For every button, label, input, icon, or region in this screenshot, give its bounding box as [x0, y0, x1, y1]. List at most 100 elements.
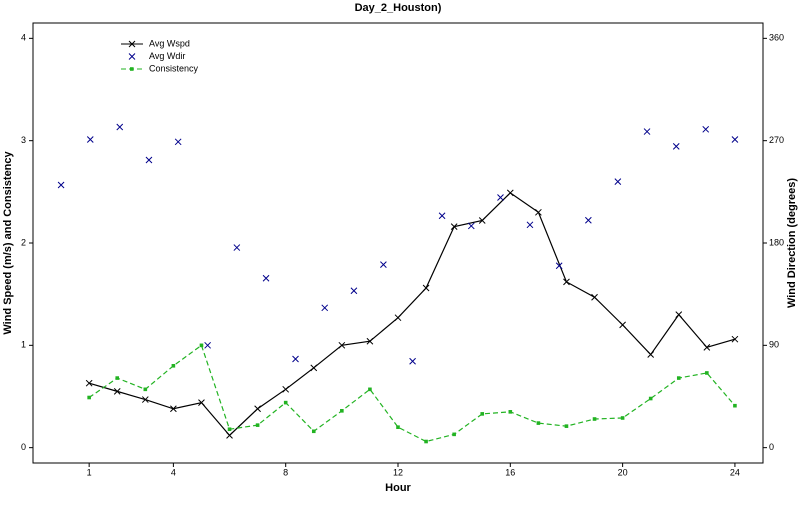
marker	[478, 217, 486, 224]
legend-label: Avg Wspd	[149, 38, 190, 48]
marker	[226, 432, 233, 439]
marker	[85, 379, 93, 387]
marker	[703, 344, 711, 351]
marker	[467, 222, 475, 230]
x-tick-label: 8	[283, 467, 288, 477]
legend-label: Consistency	[149, 63, 199, 73]
marker	[113, 388, 121, 395]
marker	[338, 341, 346, 349]
marker	[452, 432, 456, 437]
legend-label: Avg Wdir	[149, 51, 185, 61]
marker	[394, 314, 402, 322]
marker	[282, 385, 290, 393]
marker	[564, 424, 569, 428]
y-tick-label: 0	[21, 442, 26, 452]
x-tick-label: 16	[505, 467, 515, 477]
marker	[198, 399, 205, 406]
marker	[585, 216, 592, 224]
marker	[366, 337, 374, 345]
marker	[254, 405, 261, 413]
x-tick-label: 24	[730, 467, 740, 477]
marker	[731, 136, 739, 143]
x-tick-label: 12	[393, 467, 403, 477]
marker	[438, 212, 446, 220]
marker	[350, 287, 358, 295]
y-tick-label: 1	[21, 340, 26, 350]
marker	[141, 396, 149, 403]
marker	[368, 387, 372, 392]
marker	[87, 395, 91, 400]
marker	[171, 363, 176, 368]
x-tick-label: 4	[171, 467, 176, 477]
marker	[255, 423, 260, 427]
y2-tick-label: 270	[769, 135, 784, 145]
marker	[170, 405, 177, 413]
y2-tick-label: 360	[769, 33, 784, 43]
series-line	[88, 192, 736, 437]
marker	[506, 189, 514, 197]
marker	[614, 178, 622, 185]
marker	[526, 221, 534, 229]
marker	[620, 416, 625, 420]
legend-marker	[130, 67, 134, 71]
marker	[340, 409, 344, 413]
marker	[233, 244, 241, 251]
marker	[450, 223, 458, 230]
marker	[555, 262, 563, 270]
marker	[480, 412, 485, 416]
legend-marker	[128, 40, 136, 48]
marker	[675, 311, 683, 318]
marker	[731, 335, 739, 343]
marker	[424, 439, 428, 444]
x-axis-label: Hour	[385, 482, 411, 494]
marker	[619, 321, 626, 329]
y-tick-label: 4	[21, 33, 26, 43]
y2-tick-label: 90	[769, 340, 779, 350]
marker	[508, 410, 513, 414]
marker	[311, 429, 316, 434]
marker	[591, 293, 598, 301]
legend-marker	[128, 53, 136, 60]
marker	[676, 376, 681, 380]
marker	[648, 396, 653, 401]
marker	[115, 376, 120, 380]
marker	[380, 261, 387, 268]
marker	[702, 125, 710, 133]
marker	[396, 425, 400, 429]
marker	[497, 194, 504, 201]
marker	[262, 274, 270, 282]
marker	[592, 417, 597, 421]
y2-axis-label: Wind Direction (degrees)	[786, 178, 798, 308]
marker	[199, 343, 204, 348]
marker	[57, 181, 65, 189]
marker	[409, 357, 416, 365]
marker	[310, 364, 318, 372]
marker	[86, 136, 94, 143]
marker	[535, 208, 542, 216]
x-tick-label: 1	[87, 467, 92, 477]
y2-tick-label: 0	[769, 442, 774, 452]
y-tick-label: 2	[21, 237, 26, 247]
marker	[647, 351, 655, 358]
marker	[174, 138, 182, 146]
marker	[672, 143, 680, 150]
marker	[705, 371, 709, 375]
marker	[643, 128, 651, 135]
marker	[227, 427, 232, 432]
marker	[422, 284, 430, 292]
x-tick-label: 20	[618, 467, 628, 477]
marker	[292, 355, 299, 363]
chart-title: Day_2_Houston)	[355, 2, 442, 14]
series-line	[88, 344, 736, 443]
y-tick-label: 3	[21, 135, 26, 145]
marker	[116, 123, 124, 131]
marker	[283, 400, 288, 405]
marker	[143, 387, 148, 392]
y2-tick-label: 180	[769, 237, 784, 247]
marker	[536, 421, 541, 425]
marker	[733, 403, 737, 408]
marker	[204, 341, 211, 349]
marker	[563, 278, 570, 286]
marker	[321, 304, 329, 312]
